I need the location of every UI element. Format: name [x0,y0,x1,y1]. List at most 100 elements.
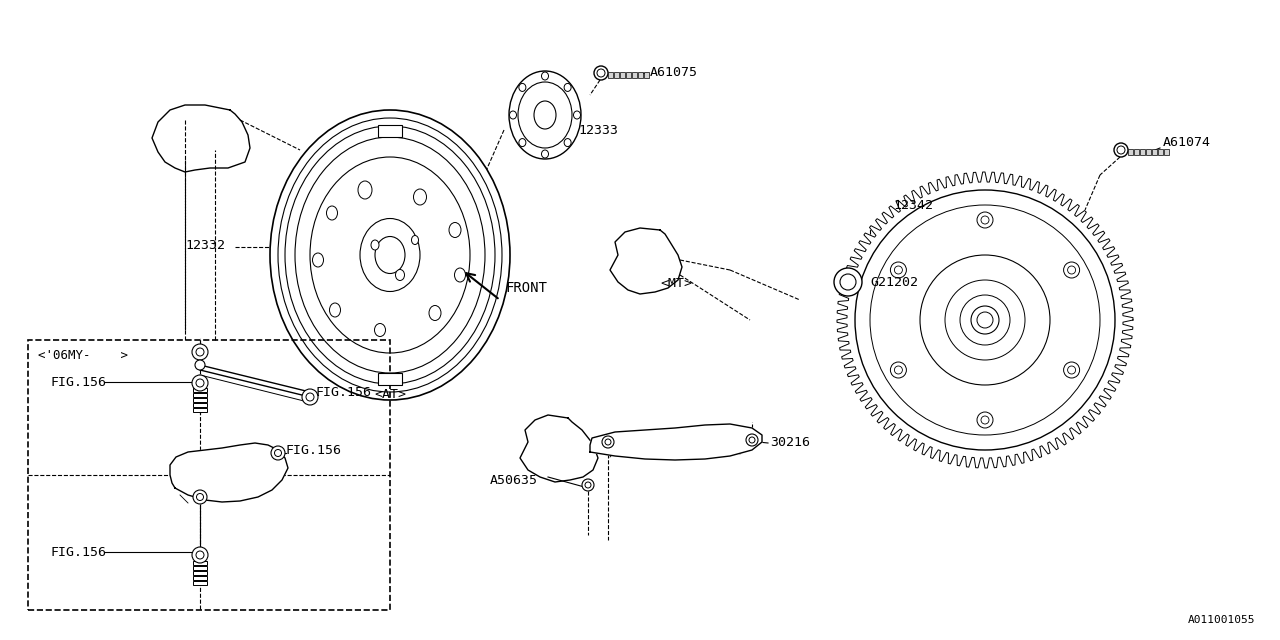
Circle shape [302,389,317,405]
Ellipse shape [541,72,549,80]
Polygon shape [1146,149,1151,155]
Ellipse shape [509,111,517,119]
Circle shape [192,375,209,391]
Circle shape [980,416,989,424]
Circle shape [274,449,282,456]
Ellipse shape [312,253,324,267]
Ellipse shape [541,150,549,158]
Circle shape [835,268,861,296]
Circle shape [596,69,605,77]
Circle shape [197,493,204,500]
Circle shape [977,412,993,428]
Circle shape [605,439,611,445]
Text: <AT>: <AT> [374,388,406,401]
Text: FRONT: FRONT [506,281,547,295]
Circle shape [980,216,989,224]
Text: FIG.156: FIG.156 [50,545,106,559]
Ellipse shape [870,205,1100,435]
Ellipse shape [920,255,1050,385]
Circle shape [192,344,209,360]
Circle shape [1068,266,1075,274]
Polygon shape [644,72,649,78]
Circle shape [585,482,591,488]
Bar [193,388,207,392]
Bar [28,340,390,610]
Circle shape [193,490,207,504]
Text: A50635: A50635 [490,474,538,486]
Circle shape [602,436,614,448]
Circle shape [195,360,205,370]
Text: A61074: A61074 [1164,136,1211,148]
Bar [193,571,207,575]
Circle shape [1064,262,1079,278]
Bar [193,408,207,412]
Ellipse shape [518,83,526,92]
Ellipse shape [375,323,385,337]
Polygon shape [1164,149,1169,155]
Circle shape [895,266,902,274]
Ellipse shape [518,139,526,147]
Ellipse shape [411,236,419,244]
Ellipse shape [358,181,372,199]
Text: 30216: 30216 [771,435,810,449]
Circle shape [746,434,758,446]
Circle shape [891,362,906,378]
Polygon shape [637,72,643,78]
Polygon shape [1140,149,1146,155]
Ellipse shape [573,111,581,119]
Bar [193,561,207,565]
Circle shape [1117,146,1125,154]
Text: FIG.156: FIG.156 [315,385,371,399]
Text: G21202: G21202 [870,275,918,289]
Ellipse shape [413,189,426,205]
Polygon shape [614,72,620,78]
Circle shape [192,547,209,563]
Polygon shape [1158,149,1164,155]
Polygon shape [1152,149,1157,155]
Circle shape [1114,143,1128,157]
Ellipse shape [449,223,461,237]
Polygon shape [520,415,598,482]
Circle shape [1064,362,1079,378]
Text: FIG.156: FIG.156 [50,376,106,388]
Text: 12332: 12332 [186,239,225,252]
Ellipse shape [371,240,379,250]
Bar [193,566,207,570]
Polygon shape [632,72,637,78]
Ellipse shape [310,157,470,353]
Text: 12333: 12333 [579,124,618,136]
Polygon shape [837,172,1133,468]
Polygon shape [378,373,402,385]
Ellipse shape [960,295,1010,345]
Ellipse shape [375,237,404,273]
Ellipse shape [294,137,485,373]
Polygon shape [170,443,288,502]
Circle shape [271,446,285,460]
Ellipse shape [278,118,502,392]
Text: FIG.156: FIG.156 [285,444,340,456]
Circle shape [891,262,906,278]
Circle shape [977,212,993,228]
Circle shape [196,348,204,356]
Text: A61075: A61075 [650,65,698,79]
Circle shape [895,366,902,374]
Polygon shape [1128,149,1133,155]
Circle shape [196,551,204,559]
Polygon shape [1134,149,1139,155]
Ellipse shape [285,126,495,384]
Circle shape [749,437,755,443]
Circle shape [582,479,594,491]
Polygon shape [608,72,613,78]
Circle shape [1068,366,1075,374]
Text: <'06MY-    >: <'06MY- > [38,349,128,362]
Ellipse shape [564,139,571,147]
Bar [193,576,207,580]
Ellipse shape [396,269,404,280]
Text: <MT>: <MT> [660,276,692,289]
Ellipse shape [360,218,420,291]
Polygon shape [611,228,682,294]
Circle shape [306,393,314,401]
Ellipse shape [564,83,571,92]
Ellipse shape [270,110,509,400]
Polygon shape [620,72,625,78]
